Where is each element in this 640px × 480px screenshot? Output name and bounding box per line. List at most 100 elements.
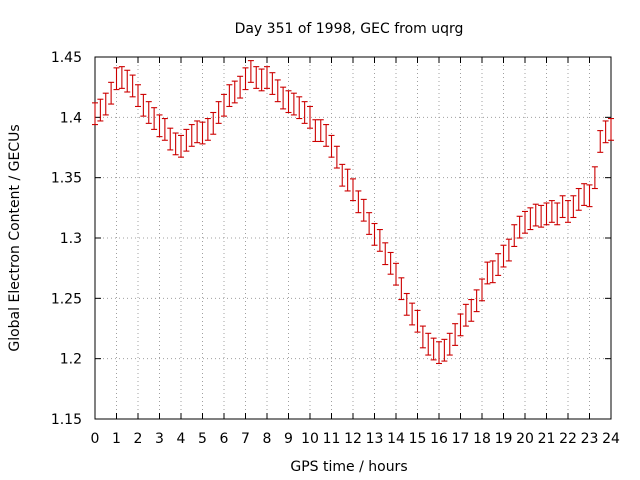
data-point xyxy=(151,107,158,130)
data-point xyxy=(419,325,426,349)
x-tick-label: 0 xyxy=(91,431,100,447)
y-axis-label: Global Electron Content / GECUs xyxy=(7,124,23,351)
data-point xyxy=(500,244,507,268)
data-point xyxy=(145,101,152,124)
data-point xyxy=(559,195,566,219)
plot-frame xyxy=(94,56,612,420)
data-point xyxy=(204,117,211,141)
data-point xyxy=(511,224,518,247)
data-point xyxy=(242,67,249,91)
data-point xyxy=(446,332,453,356)
data-point xyxy=(382,242,389,266)
data-point xyxy=(602,120,609,144)
axis-ticks xyxy=(94,56,612,420)
x-tick-label: 24 xyxy=(602,431,620,447)
data-point xyxy=(608,117,614,141)
data-point xyxy=(398,277,405,301)
data-point xyxy=(484,261,491,285)
x-axis-label: GPS time / hours xyxy=(290,459,407,475)
data-point xyxy=(532,203,539,227)
x-tick-label: 11 xyxy=(323,431,341,447)
data-point xyxy=(425,332,432,356)
data-point xyxy=(269,72,276,95)
data-point xyxy=(436,341,442,365)
x-tick-label: 13 xyxy=(366,431,384,447)
grid-lines xyxy=(95,57,611,419)
data-point xyxy=(565,200,571,223)
x-tick-label: 12 xyxy=(344,431,362,447)
data-point xyxy=(231,80,238,104)
data-point xyxy=(290,92,297,116)
x-tick-label: 6 xyxy=(220,431,229,447)
y-tick-label: 1.15 xyxy=(51,412,82,428)
y-tick-label: 1.35 xyxy=(51,171,82,187)
x-tick-label: 18 xyxy=(473,431,491,447)
data-point xyxy=(124,69,131,93)
data-point xyxy=(102,92,109,116)
data-point xyxy=(371,222,378,246)
data-point xyxy=(118,66,125,89)
data-point xyxy=(591,166,598,190)
data-point xyxy=(586,184,593,208)
data-point xyxy=(414,309,421,333)
x-tick-label: 3 xyxy=(155,431,164,447)
chart-title: Day 351 of 1998, GEC from uqrg xyxy=(235,21,464,37)
y-tick-labels: 1.15 1.2 1.25 1.3 1.35 1.4 1.45 xyxy=(51,50,82,428)
data-point xyxy=(355,190,362,214)
x-tick-label: 14 xyxy=(387,431,405,447)
data-point xyxy=(441,338,448,362)
gec-series xyxy=(92,60,614,365)
x-tick-label: 20 xyxy=(516,431,534,447)
data-point xyxy=(548,200,555,223)
x-tick-label: 19 xyxy=(495,431,513,447)
data-point xyxy=(581,183,588,206)
x-tick-label: 17 xyxy=(452,431,470,447)
data-point xyxy=(527,207,534,231)
x-tick-label: 16 xyxy=(430,431,448,447)
data-point xyxy=(339,163,346,187)
data-point xyxy=(199,121,206,145)
data-point xyxy=(328,134,335,158)
data-point xyxy=(387,251,394,275)
data-point xyxy=(522,210,528,234)
data-point xyxy=(554,202,561,226)
data-point xyxy=(468,298,475,322)
y-tick-label: 1.2 xyxy=(60,352,82,368)
x-tick-label: 22 xyxy=(559,431,577,447)
y-tick-label: 1.25 xyxy=(51,291,82,307)
data-point xyxy=(108,81,115,105)
data-point xyxy=(473,289,480,313)
data-point xyxy=(317,119,324,143)
data-point xyxy=(307,105,313,129)
x-tick-label: 9 xyxy=(284,431,293,447)
data-point xyxy=(296,96,303,120)
data-point xyxy=(226,84,233,108)
data-point xyxy=(97,98,104,122)
x-tick-label: 4 xyxy=(177,431,186,447)
data-point xyxy=(258,68,265,92)
data-point xyxy=(516,215,523,239)
x-tick-label: 10 xyxy=(301,431,319,447)
data-point xyxy=(92,102,98,126)
data-point xyxy=(344,168,351,192)
data-point xyxy=(543,202,550,226)
data-point xyxy=(221,93,227,117)
data-point xyxy=(505,238,512,262)
x-tick-label: 21 xyxy=(538,431,556,447)
data-point xyxy=(366,212,373,235)
data-point xyxy=(575,187,582,211)
data-point xyxy=(360,198,367,222)
x-tick-label: 8 xyxy=(263,431,272,447)
data-point xyxy=(430,337,437,361)
data-point xyxy=(479,278,485,302)
x-tick-labels: 0 1 2 3 4 5 6 7 8 9 10 11 12 13 14 15 16 17 18 19 20 21 22 23 24 xyxy=(91,431,620,447)
data-point xyxy=(489,260,496,284)
data-point xyxy=(188,124,195,147)
data-point xyxy=(167,127,174,151)
data-point xyxy=(253,66,260,89)
y-tick-label: 1.3 xyxy=(60,231,82,247)
data-point xyxy=(210,111,217,135)
data-point xyxy=(376,229,383,252)
data-point xyxy=(570,195,577,219)
